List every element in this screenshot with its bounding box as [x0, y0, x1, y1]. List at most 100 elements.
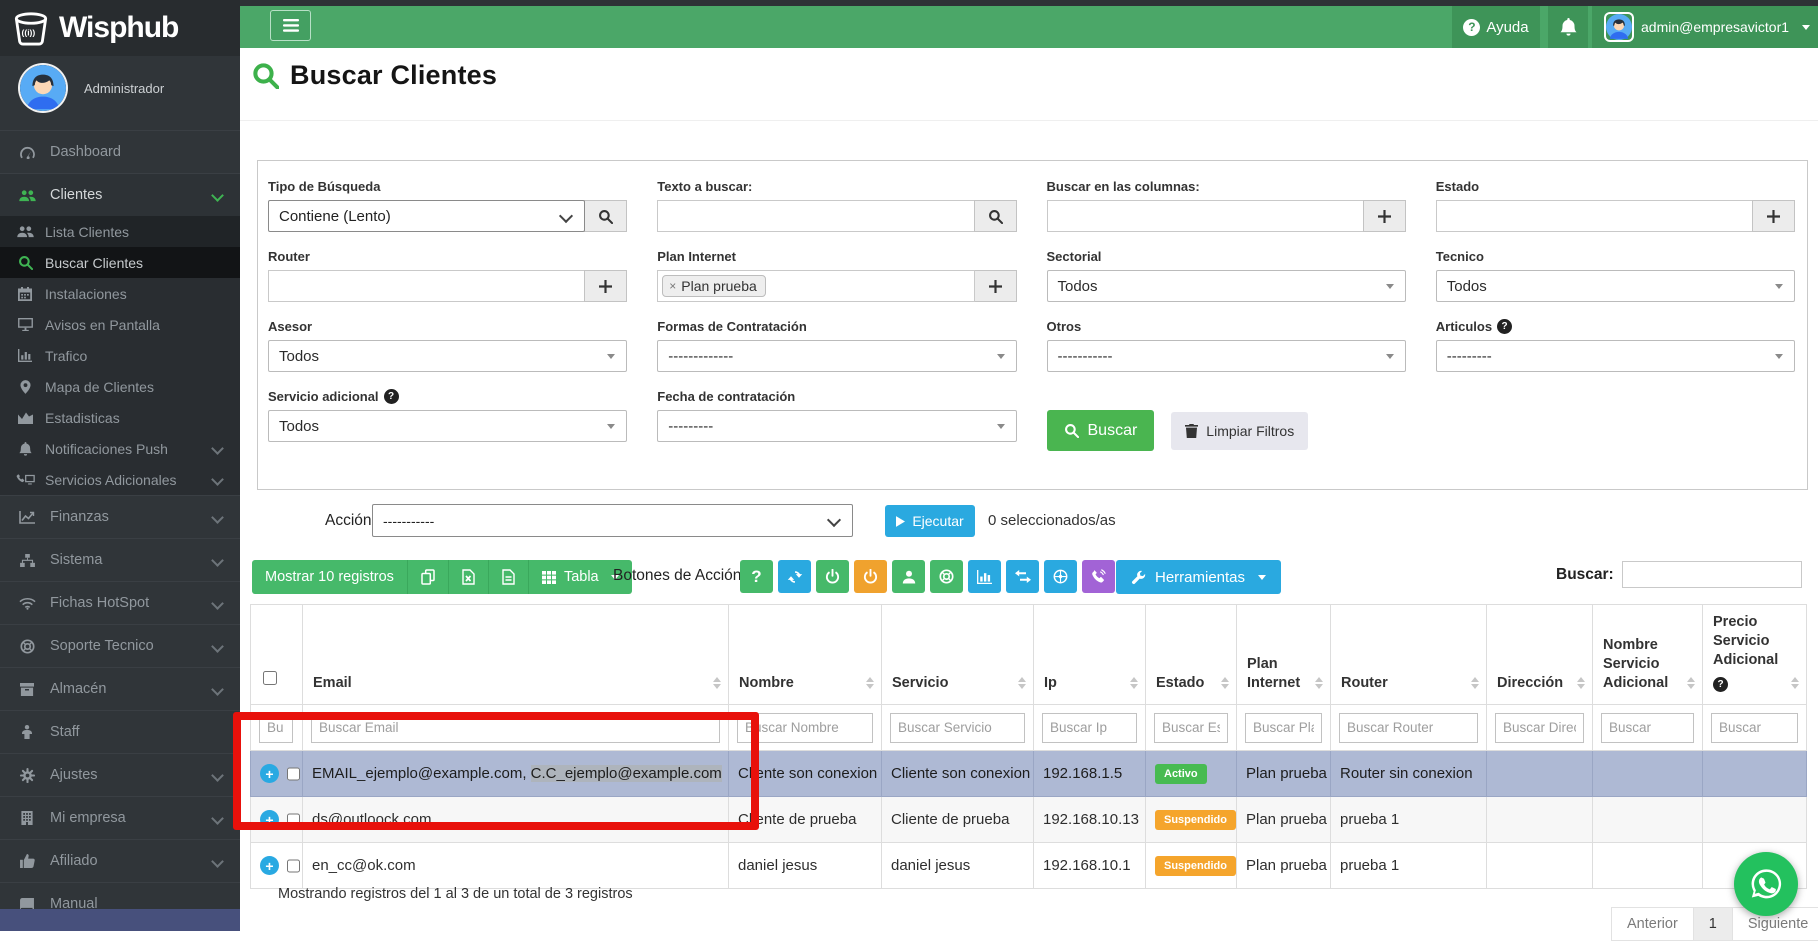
column-filter-input-2[interactable]: [737, 712, 873, 743]
tag-chip[interactable]: × Plan prueba: [662, 275, 766, 297]
texto-a-buscar-input[interactable]: [657, 200, 975, 232]
fecha-de-contratacion-select[interactable]: ---------: [657, 410, 1017, 442]
column-filter-input-4[interactable]: [1042, 712, 1137, 743]
otros-select[interactable]: -----------: [1046, 340, 1406, 372]
column-filter-input-0[interactable]: [259, 712, 293, 743]
user-action-button[interactable]: [892, 560, 925, 593]
column-header-nombre[interactable]: Nombre: [728, 603, 882, 706]
sidebar-item-sistema[interactable]: Sistema: [0, 538, 240, 581]
expand-row-button[interactable]: +: [260, 764, 279, 784]
sidebar-item-mi-empresa[interactable]: Mi empresa: [0, 796, 240, 839]
select-all-checkbox[interactable]: [263, 670, 277, 685]
column-header-precio-servicio-adicional[interactable]: Precio Servicio Adicional?: [1702, 603, 1807, 706]
sidebar-item-dashboard[interactable]: Dashboard: [0, 130, 240, 173]
remove-tag-icon[interactable]: ×: [669, 278, 677, 293]
sidebar-item-staff[interactable]: Staff: [0, 710, 240, 753]
column-header-router[interactable]: Router: [1330, 603, 1487, 706]
help-button[interactable]: ? Ayuda: [1452, 6, 1540, 48]
export-excel-button[interactable]: [448, 560, 489, 594]
sort-icon[interactable]: [1577, 677, 1585, 690]
accion-select[interactable]: -----------: [372, 504, 853, 537]
row-checkbox[interactable]: [287, 766, 300, 781]
ejecutar-button[interactable]: Ejecutar: [885, 505, 975, 537]
search-addon-button[interactable]: [584, 200, 628, 232]
sidebar-item-instalaciones[interactable]: Instalaciones: [0, 278, 240, 309]
sidebar-item-partial[interactable]: [0, 909, 240, 931]
bar-chart-action-button[interactable]: [968, 560, 1001, 593]
add-addon-button[interactable]: [1362, 200, 1406, 232]
sidebar-item-clientes[interactable]: Clientes: [0, 173, 240, 216]
sidebar-item-notificaciones-push[interactable]: Notificaciones Push: [0, 433, 240, 464]
notifications-button[interactable]: [1548, 6, 1588, 48]
sort-icon[interactable]: [1471, 677, 1479, 690]
sidebar-item-mapa-de-clientes[interactable]: Mapa de Clientes: [0, 371, 240, 402]
sort-icon[interactable]: [866, 677, 874, 690]
plan-internet-tags-input[interactable]: × Plan prueba: [657, 270, 975, 302]
column-filter-input-10[interactable]: [1711, 712, 1798, 743]
formas-de-contratacion-select[interactable]: -------------: [657, 340, 1017, 372]
router-input[interactable]: [268, 270, 586, 302]
life-ring-action-button[interactable]: [930, 560, 963, 593]
asesor-select[interactable]: Todos: [268, 340, 628, 372]
add-addon-button[interactable]: [584, 270, 628, 302]
sort-icon[interactable]: [1687, 677, 1695, 690]
sidebar-item-estadisticas[interactable]: Estadisticas: [0, 402, 240, 433]
copy-button[interactable]: [407, 560, 449, 594]
servicio-adicional-select[interactable]: Todos: [268, 410, 628, 442]
pagination-prev-button[interactable]: Anterior: [1611, 907, 1694, 941]
sort-icon[interactable]: [1791, 677, 1799, 690]
sort-icon[interactable]: [1130, 677, 1138, 690]
sidebar-toggle-button[interactable]: [270, 10, 311, 41]
brand[interactable]: ((i)) Wisphub: [0, 0, 240, 56]
question-action-button[interactable]: ?: [740, 560, 773, 593]
column-header-email[interactable]: Email: [302, 603, 729, 706]
tipo-de-busqueda-select[interactable]: Contiene (Lento): [268, 200, 586, 232]
expand-row-button[interactable]: +: [260, 856, 279, 876]
row-checkbox[interactable]: [287, 858, 300, 873]
sort-icon[interactable]: [1221, 677, 1229, 690]
expand-row-button[interactable]: +: [260, 810, 279, 830]
column-header-ip[interactable]: Ip: [1033, 603, 1146, 706]
help-icon[interactable]: ?: [1497, 319, 1513, 334]
column-filter-input-5[interactable]: [1154, 712, 1228, 743]
user-menu[interactable]: admin@empresavictor1: [1592, 6, 1818, 48]
column-header-estado[interactable]: Estado: [1145, 603, 1237, 706]
sidebar-item-ajustes[interactable]: Ajustes: [0, 753, 240, 796]
herramientas-dropdown-button[interactable]: Herramientas: [1116, 560, 1282, 594]
column-filter-input-3[interactable]: [890, 712, 1025, 743]
column-filter-input-8[interactable]: [1495, 712, 1584, 743]
pagination-page-1[interactable]: 1: [1692, 907, 1733, 941]
sidebar-item-soporte-tecnico[interactable]: Soporte Tecnico: [0, 624, 240, 667]
add-addon-button[interactable]: [1752, 200, 1795, 232]
table-search-input[interactable]: [1622, 561, 1802, 588]
help-icon[interactable]: ?: [383, 389, 399, 404]
search-addon-button[interactable]: [973, 200, 1017, 232]
export-file-button[interactable]: [488, 560, 529, 594]
sidebar-item-finanzas[interactable]: Finanzas: [0, 495, 240, 538]
globe-marker-action-button[interactable]: [1044, 560, 1077, 593]
arrows-h-action-button[interactable]: [1006, 560, 1039, 593]
sidebar-item-buscar-clientes[interactable]: Buscar Clientes: [0, 247, 240, 278]
refresh-action-button[interactable]: [778, 560, 811, 593]
tabla-dropdown-button[interactable]: Tabla: [528, 560, 632, 594]
column-filter-input-9[interactable]: [1601, 712, 1694, 743]
sectorial-select[interactable]: Todos: [1046, 270, 1406, 302]
add-addon-button[interactable]: [973, 270, 1017, 302]
column-filter-input-6[interactable]: [1245, 712, 1322, 743]
sort-icon[interactable]: [1018, 677, 1026, 690]
sidebar-item-fichas-hotspot[interactable]: Fichas HotSpot: [0, 581, 240, 624]
column-header-plan-internet[interactable]: Plan Internet: [1236, 603, 1331, 706]
column-header-servicio[interactable]: Servicio: [881, 603, 1034, 706]
power-action-button[interactable]: [816, 560, 849, 593]
buscar-en-las-columnas-input[interactable]: [1046, 200, 1364, 232]
column-header-direccion[interactable]: Dirección: [1486, 603, 1593, 706]
whatsapp-button[interactable]: [1734, 852, 1798, 916]
sidebar-item-afiliado[interactable]: Afiliado: [0, 839, 240, 882]
column-filter-input-1[interactable]: [311, 712, 720, 743]
estado-input[interactable]: [1435, 200, 1753, 232]
sidebar-item-almacen[interactable]: Almacén: [0, 667, 240, 710]
tecnico-select[interactable]: Todos: [1435, 270, 1795, 302]
phone-signal-action-button[interactable]: [1082, 560, 1115, 593]
sidebar-item-trafico[interactable]: Trafico: [0, 340, 240, 371]
sidebar-item-avisos-en-pantalla[interactable]: Avisos en Pantalla: [0, 309, 240, 340]
